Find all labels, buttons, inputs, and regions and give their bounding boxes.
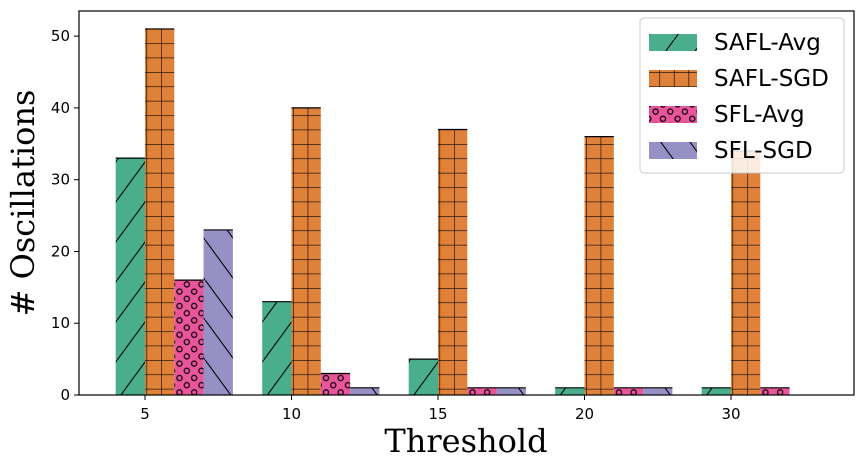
- bar-sfl-avg-15: [467, 387, 497, 395]
- legend-label-safl-sgd: SAFL-SGD: [714, 66, 829, 92]
- plot-frame: [78, 10, 855, 396]
- bar-safl-avg-15: [408, 359, 438, 395]
- bar-sfl-sgd-15: [496, 387, 526, 395]
- bar-safl-sgd-5: [145, 28, 175, 395]
- y-tick-label: 30: [51, 171, 70, 189]
- y-tick-label: 40: [51, 99, 70, 117]
- legend-swatch-sfl-avg: [649, 106, 697, 123]
- bar-safl-sgd-30: [731, 150, 761, 395]
- bar-safl-avg-20: [555, 387, 585, 395]
- legend-swatch-safl-avg: [649, 34, 697, 51]
- bars-layer: [115, 28, 790, 396]
- x-tick-label: 20: [575, 405, 594, 423]
- bar-safl-sgd-20: [584, 136, 614, 395]
- bar-sfl-avg-20: [613, 387, 644, 395]
- legend-swatch-sfl-sgd: [649, 142, 697, 159]
- x-tick-label: 10: [282, 405, 301, 423]
- y-tick-label: 50: [51, 27, 70, 45]
- x-axis-label: Threshold: [384, 422, 547, 460]
- bar-sfl-avg-5: [174, 280, 204, 395]
- legend-label-safl-avg: SAFL-Avg: [714, 30, 821, 56]
- bar-sfl-sgd-20: [643, 387, 673, 395]
- x-tick-label: 5: [140, 405, 150, 423]
- y-axis-label: # Oscillations: [4, 90, 42, 317]
- bar-safl-sgd-10: [291, 107, 321, 396]
- bar-safl-avg-10: [262, 301, 292, 395]
- legend-box: [639, 17, 845, 174]
- x-axis: 5 10 15 20 30: [140, 395, 741, 423]
- y-tick-label: 0: [60, 386, 70, 404]
- bar-sfl-avg-10: [320, 373, 351, 395]
- y-axis: 0 10 20 30 40 50: [51, 27, 79, 404]
- legend-label-sfl-sgd: SFL-SGD: [714, 138, 813, 164]
- y-tick-label: 20: [51, 242, 70, 260]
- bar-safl-avg-30: [701, 387, 731, 395]
- legend-swatch-safl-sgd: [649, 70, 697, 87]
- y-tick-label: 10: [51, 314, 70, 332]
- bar-safl-sgd-15: [438, 129, 468, 395]
- bar-safl-avg-5: [115, 158, 145, 395]
- bar-sfl-avg-30: [760, 387, 790, 395]
- legend: SAFL-Avg SAFL-SGD SFL-Avg SFL-SGD: [639, 17, 845, 174]
- bar-sfl-sgd-5: [203, 229, 233, 395]
- legend-label-sfl-avg: SFL-Avg: [714, 102, 805, 128]
- x-tick-label: 15: [428, 405, 447, 423]
- x-tick-label: 30: [721, 405, 740, 423]
- bar-sfl-sgd-10: [350, 387, 380, 395]
